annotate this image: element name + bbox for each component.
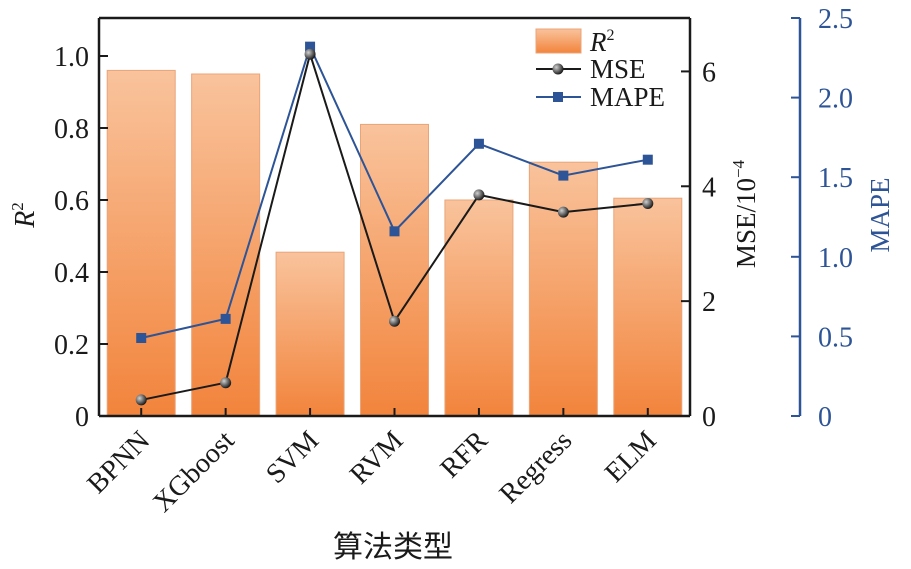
x-tick-label: Regress: [494, 425, 579, 510]
far-right-axis-ticks: 0 0.5 1.0 1.5 2.0 2.5: [791, 4, 853, 433]
x-tick-label: BPNN: [81, 425, 156, 500]
left-axis-title: R2: [8, 202, 41, 229]
legend-r2-swatch: [535, 28, 582, 54]
left-tick-label: 0.4: [54, 258, 89, 289]
bar-elm: [613, 197, 683, 417]
mape-point: [389, 226, 400, 237]
x-tick-label: SVM: [260, 425, 325, 490]
far-right-tick-label: 1.0: [818, 243, 853, 274]
x-tick-label: XGboost: [147, 425, 241, 519]
legend-mape-marker: [553, 92, 563, 102]
legend: R2 MSE MAPE: [535, 27, 665, 112]
left-tick-label: 0.2: [54, 330, 89, 361]
legend-mape-label: MAPE: [590, 82, 665, 112]
left-tick-label: 1.0: [54, 42, 89, 73]
far-right-tick-label: 0.5: [818, 322, 853, 353]
mse-point: [389, 315, 400, 327]
x-axis-title: 算法类型: [333, 531, 453, 564]
lines-group: [135, 41, 654, 406]
mse-point: [304, 48, 316, 60]
right-tick-label: 6: [702, 57, 716, 88]
far-right-axis-title: MAPE: [865, 177, 895, 252]
x-tick-label: RVM: [344, 425, 410, 491]
mape-point: [473, 138, 484, 149]
far-right-tick-label: 2.0: [818, 84, 853, 115]
mse-point: [473, 189, 485, 201]
mse-point: [557, 206, 569, 218]
x-tick-label: ELM: [599, 425, 663, 489]
mse-point: [642, 198, 654, 210]
left-tick-label: 0.6: [54, 186, 89, 217]
legend-r2-label: R2: [589, 27, 615, 57]
left-axis-ticks: 0 0.2 0.4 0.6 0.8 1.0: [54, 42, 108, 433]
far-right-tick-label: 1.5: [818, 163, 853, 194]
mape-point: [558, 170, 569, 181]
left-tick-label: 0.8: [54, 114, 89, 145]
bar-rvm: [360, 123, 429, 417]
mape-point: [642, 154, 653, 165]
mape-point: [305, 41, 316, 52]
mape-point: [220, 313, 231, 324]
bar-rfr: [444, 199, 514, 417]
mse-point: [135, 394, 147, 406]
right-axis-ticks: 0 2 4 6: [681, 57, 716, 433]
left-tick-label: 0: [75, 402, 89, 433]
mape-point: [136, 332, 147, 343]
bar-regress: [528, 161, 598, 417]
far-right-tick-label: 0: [818, 402, 832, 433]
mse-point: [220, 377, 232, 389]
legend-mse-marker: [552, 63, 564, 75]
x-tick-label: RFR: [435, 425, 495, 485]
bar-svm: [275, 251, 345, 417]
bars-group: [106, 69, 683, 417]
right-tick-label: 2: [702, 287, 716, 318]
right-tick-label: 0: [702, 402, 716, 433]
right-axis-title: MSE/10−4: [729, 159, 761, 268]
far-right-tick-label: 2.5: [818, 4, 853, 35]
right-tick-label: 4: [702, 172, 716, 203]
legend-mse-label: MSE: [590, 54, 646, 84]
bar-bpnn: [106, 69, 176, 417]
